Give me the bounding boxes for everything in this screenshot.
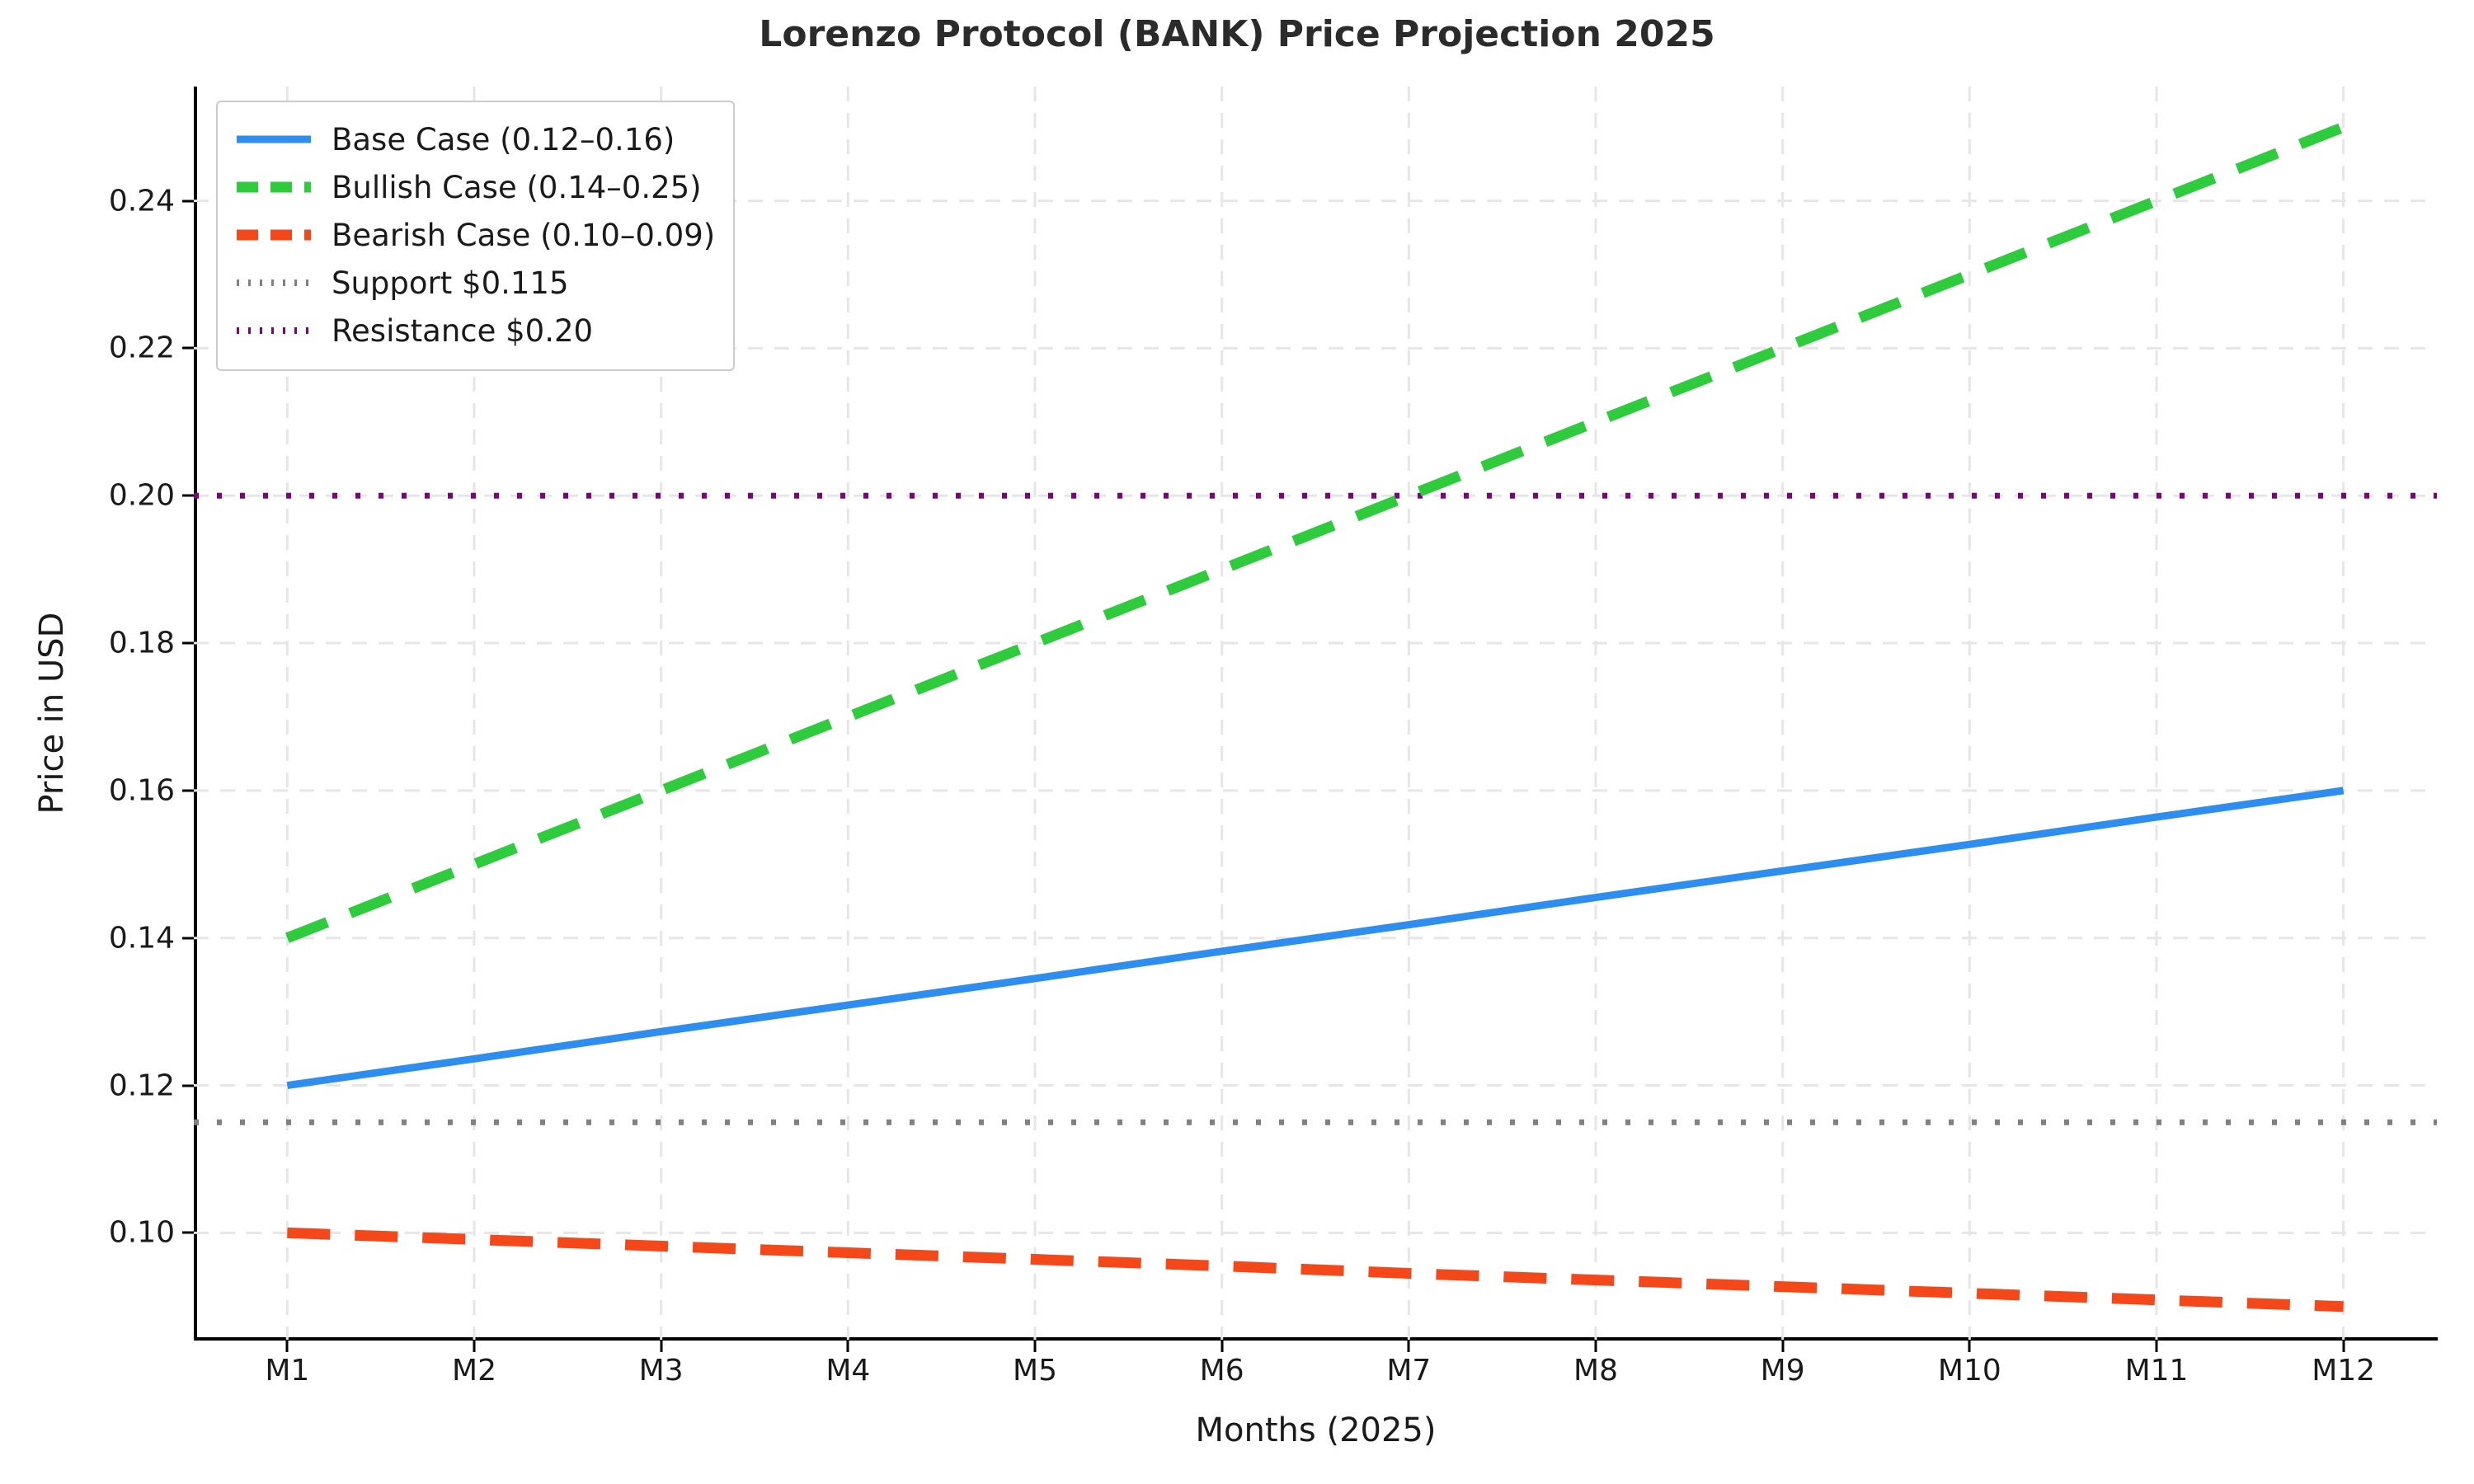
x-axis-tick-mark	[1968, 1341, 1971, 1352]
series-lines	[285, 122, 2346, 1313]
x-axis-tick-label: M1	[265, 1354, 310, 1388]
y-axis-tick-mark	[182, 937, 194, 940]
x-axis-tick-label: M7	[1386, 1354, 1432, 1388]
y-axis-tick-label: 0.18	[108, 626, 175, 660]
y-axis-tick-label: 0.20	[108, 478, 175, 513]
page-title: Lorenzo Protocol (BANK) Price Projection…	[759, 13, 1715, 55]
y-axis-spine	[194, 87, 197, 1341]
legend[interactable]: Base Case (0.12–0.16) Bullish Case (0.14–…	[216, 101, 736, 371]
plot-svg	[194, 87, 2437, 1340]
x-axis-tick-mark	[2342, 1341, 2345, 1352]
legend-label: Bullish Case (0.14–0.25)	[332, 169, 702, 205]
y-axis-tick-mark	[182, 1084, 194, 1087]
x-axis-tick-label: M6	[1199, 1354, 1244, 1388]
x-axis-tick-mark	[660, 1341, 663, 1352]
legend-item[interactable]: Support $0.115	[236, 259, 715, 307]
y-axis-tick-mark	[182, 641, 194, 645]
legend-item[interactable]: Bearish Case (0.10–0.09)	[236, 211, 715, 259]
x-axis-tick-mark	[846, 1341, 849, 1352]
x-axis-tick-label: M5	[1013, 1354, 1057, 1388]
y-axis-tick-mark	[182, 200, 194, 203]
legend-label: Bearish Case (0.10–0.09)	[332, 217, 716, 253]
y-axis-tick-label: 0.22	[108, 331, 175, 365]
series-line	[286, 787, 2345, 1089]
legend-swatch-icon	[236, 127, 312, 152]
series-line	[285, 122, 2346, 943]
y-axis-title: Price in USD	[33, 612, 71, 815]
legend-swatch-icon	[236, 175, 312, 200]
x-axis-tick-label: M4	[825, 1354, 871, 1388]
x-axis-tick-mark	[1407, 1341, 1410, 1352]
plot-area	[194, 87, 2437, 1340]
legend-label: Resistance $0.20	[332, 312, 594, 349]
x-axis-tick-label: M2	[452, 1354, 496, 1388]
y-axis-tick-label: 0.16	[108, 773, 175, 808]
x-axis-tick-label: M3	[638, 1354, 684, 1388]
legend-swatch-icon	[236, 318, 312, 343]
y-axis-tick-mark	[182, 789, 194, 792]
x-axis-tick-mark	[1781, 1341, 1785, 1352]
x-axis-tick-mark	[285, 1341, 289, 1352]
y-axis-tick-label: 0.12	[108, 1068, 175, 1103]
legend-item[interactable]: Resistance $0.20	[236, 307, 715, 355]
x-axis-spine	[194, 1337, 2438, 1341]
x-axis-tick-mark	[1594, 1341, 1597, 1352]
x-axis-tick-label: M9	[1760, 1354, 1805, 1388]
x-axis-tick-label: M8	[1573, 1354, 1618, 1388]
y-axis-tick-label: 0.24	[108, 184, 175, 218]
y-axis-tick-mark	[182, 494, 194, 497]
y-axis-tick-label: 0.14	[108, 921, 175, 956]
x-axis-tick-mark	[473, 1341, 476, 1352]
series-line	[287, 1227, 2344, 1313]
x-axis-tick-label: M11	[2124, 1354, 2189, 1388]
legend-swatch-icon	[236, 270, 312, 295]
legend-label: Base Case (0.12–0.16)	[332, 121, 675, 157]
y-axis-tick-mark	[182, 346, 194, 350]
x-axis-title: Months (2025)	[1195, 1411, 1437, 1449]
legend-item[interactable]: Bullish Case (0.14–0.25)	[236, 163, 715, 211]
y-axis-tick-label: 0.10	[108, 1215, 175, 1250]
legend-swatch-icon	[236, 223, 312, 247]
y-axis-tick-labels: 0.10 0.12 0.14 0.16 0.18 0.20 0.22 0.24	[0, 0, 175, 1484]
legend-item[interactable]: Base Case (0.12–0.16)	[236, 115, 715, 163]
x-axis-tick-label: M10	[1937, 1354, 2001, 1388]
x-axis-tick-mark	[2155, 1341, 2158, 1352]
x-axis-tick-mark	[1221, 1341, 1224, 1352]
y-axis-tick-mark	[182, 1231, 194, 1234]
x-axis-tick-label: M12	[2312, 1354, 2376, 1388]
x-axis-tick-mark	[1033, 1341, 1037, 1352]
reference-lines	[194, 492, 2437, 1125]
legend-label: Support $0.115	[332, 265, 569, 301]
